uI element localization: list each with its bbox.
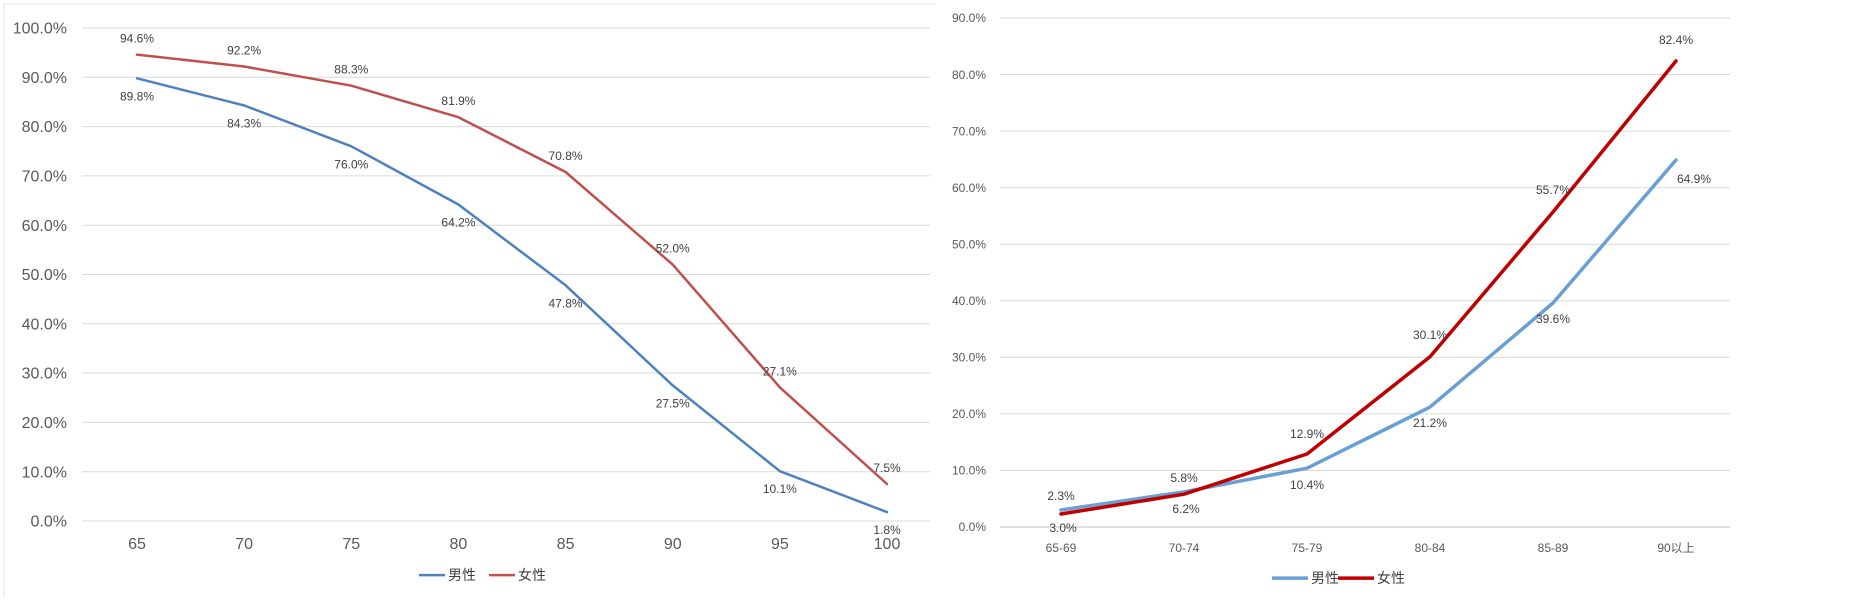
y-tick-label: 20.0% bbox=[952, 407, 986, 421]
data-label: 3.0% bbox=[1049, 521, 1077, 535]
y-tick-label: 30.0% bbox=[952, 351, 986, 365]
x-tick-label: 90 bbox=[664, 536, 682, 553]
x-tick-label: 85-89 bbox=[1538, 541, 1569, 555]
data-label: 6.2% bbox=[1172, 502, 1200, 516]
data-label: 30.1% bbox=[1413, 328, 1447, 342]
y-tick-label: 30.0% bbox=[22, 366, 67, 383]
data-label: 27.5% bbox=[656, 396, 690, 410]
data-label: 70.8% bbox=[549, 149, 583, 163]
x-tick-label: 70-74 bbox=[1169, 541, 1200, 555]
y-tick-label: 80.0% bbox=[22, 119, 67, 136]
data-label: 39.6% bbox=[1536, 312, 1570, 326]
x-tick-label: 90以上 bbox=[1657, 541, 1694, 555]
x-tick-label: 75 bbox=[342, 536, 360, 553]
y-tick-label: 60.0% bbox=[22, 218, 67, 235]
y-tick-label: 40.0% bbox=[952, 294, 986, 308]
y-tick-label: 80.0% bbox=[952, 68, 986, 82]
y-tick-label: 50.0% bbox=[22, 267, 67, 284]
series-line-female bbox=[1059, 59, 1678, 516]
data-label: 21.2% bbox=[1413, 416, 1447, 430]
x-tick-label: 65 bbox=[128, 536, 146, 553]
series-line-male bbox=[135, 77, 889, 514]
data-label: 10.4% bbox=[1290, 478, 1324, 492]
data-label: 47.8% bbox=[549, 296, 583, 310]
chart-survival-by-age: 0.0% 10.0% 20.0% 30.0% 40.0% 50.0% 60.0% 70.0% 8… bbox=[13, 21, 930, 583]
data-label: 10.1% bbox=[763, 482, 797, 496]
y-tick-label: 90.0% bbox=[952, 11, 986, 25]
x-tick-label: 100 bbox=[874, 536, 901, 553]
series-line-male bbox=[1059, 158, 1678, 512]
x-tick-label: 80 bbox=[450, 536, 468, 553]
x-tick-label: 95 bbox=[771, 536, 789, 553]
y-tick-label: 0.0% bbox=[31, 514, 67, 531]
x-tick-label: 75-79 bbox=[1292, 541, 1323, 555]
data-label: 92.2% bbox=[227, 43, 261, 57]
data-label: 88.3% bbox=[334, 63, 368, 77]
data-label: 55.7% bbox=[1536, 183, 1570, 197]
data-label: 89.8% bbox=[120, 89, 154, 103]
y-tick-label: 90.0% bbox=[22, 70, 67, 87]
legend-label-female: 女性 bbox=[1377, 570, 1405, 586]
y-tick-label: 10.0% bbox=[22, 464, 67, 481]
y-tick-label: 20.0% bbox=[22, 415, 67, 432]
data-label: 2.3% bbox=[1047, 489, 1075, 503]
y-tick-label: 0.0% bbox=[959, 520, 987, 534]
data-label: 76.0% bbox=[334, 157, 368, 171]
legend-label-female: 女性 bbox=[518, 567, 546, 583]
data-label: 81.9% bbox=[441, 94, 475, 108]
x-tick-label: 80-84 bbox=[1415, 541, 1446, 555]
data-label: 1.8% bbox=[873, 523, 901, 537]
y-tick-label: 40.0% bbox=[22, 316, 67, 333]
series-line-female bbox=[135, 53, 889, 486]
data-label: 12.9% bbox=[1290, 427, 1324, 441]
x-tick-label: 85 bbox=[557, 536, 575, 553]
y-tick-label: 70.0% bbox=[952, 124, 986, 138]
legend-label-male: 男性 bbox=[1311, 570, 1339, 586]
x-tick-label: 70 bbox=[235, 536, 253, 553]
data-label: 64.2% bbox=[441, 215, 475, 229]
data-label: 82.4% bbox=[1659, 33, 1693, 47]
data-label: 7.5% bbox=[873, 461, 901, 475]
data-label: 5.8% bbox=[1170, 471, 1198, 485]
data-label: 94.6% bbox=[120, 32, 154, 46]
y-tick-label: 10.0% bbox=[952, 464, 986, 478]
y-tick-label: 60.0% bbox=[952, 181, 986, 195]
legend-label-male: 男性 bbox=[448, 567, 476, 583]
y-tick-label: 50.0% bbox=[952, 237, 986, 251]
y-tick-label: 70.0% bbox=[22, 169, 67, 186]
data-label: 27.1% bbox=[763, 364, 797, 378]
data-label: 84.3% bbox=[227, 116, 261, 130]
chart-dementia-rate-by-age: 0.0% 10.0% 20.0% 30.0% 40.0% 50.0% 60.0% 70.0% 8… bbox=[952, 11, 1730, 586]
data-label: 52.0% bbox=[656, 242, 690, 256]
data-label: 64.9% bbox=[1677, 172, 1711, 186]
y-tick-label: 100.0% bbox=[13, 21, 67, 38]
x-tick-label: 65-69 bbox=[1046, 541, 1077, 555]
